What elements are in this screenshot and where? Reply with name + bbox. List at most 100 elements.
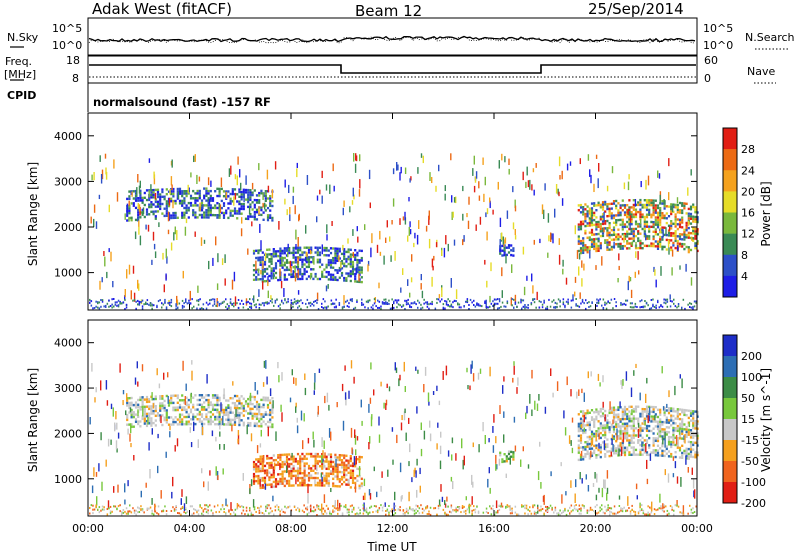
ground-scatter-cell [636, 306, 638, 308]
backscatter-cell [586, 212, 589, 215]
backscatter-cell [252, 468, 256, 471]
backscatter-cell [696, 453, 699, 457]
noise-speckle [601, 487, 604, 498]
ground-scatter-cell [252, 513, 254, 516]
ground-scatter-cell [89, 298, 91, 301]
backscatter-cell [584, 445, 587, 449]
backscatter-cell [279, 252, 282, 255]
backscatter-cell [185, 211, 188, 214]
backscatter-cell [351, 270, 355, 273]
ground-scatter-cell [268, 512, 270, 515]
noise-speckle [355, 456, 357, 465]
noise-speckle [637, 251, 639, 260]
backscatter-cell [205, 209, 208, 212]
noise-speckle [190, 172, 192, 178]
backscatter-cell [656, 211, 660, 214]
noise-speckle [590, 174, 592, 184]
backscatter-cell [659, 240, 662, 243]
ground-scatter-cell [317, 308, 320, 310]
ground-scatter-cell [268, 302, 270, 305]
backscatter-cell [207, 211, 210, 214]
backscatter-cell [255, 249, 258, 252]
backscatter-cell [621, 425, 624, 428]
backscatter-cell [696, 432, 699, 435]
noise-speckle [595, 265, 597, 270]
backscatter-cell [185, 408, 188, 411]
backscatter-cell [579, 225, 583, 228]
noise-speckle [307, 437, 310, 444]
backscatter-cell [332, 460, 335, 464]
noise-speckle [151, 498, 153, 505]
backscatter-cell [205, 398, 208, 402]
backscatter-cell [354, 280, 357, 283]
backscatter-cell [321, 270, 324, 274]
ground-scatter-cell [117, 304, 120, 307]
backscatter-cell [683, 428, 686, 431]
backscatter-cell [626, 434, 629, 437]
backscatter-cell [238, 212, 241, 215]
ground-scatter-cell [297, 301, 299, 304]
ground-scatter-cell [181, 299, 184, 302]
noise-speckle [409, 443, 411, 453]
backscatter-cell [192, 406, 195, 409]
backscatter-cell [332, 256, 335, 260]
ground-scatter-cell [261, 512, 264, 514]
noise-sky-trace [88, 35, 696, 43]
backscatter-cell [650, 244, 653, 248]
backscatter-cell [623, 225, 627, 229]
backscatter-cell [696, 434, 699, 438]
noise-speckle [176, 299, 179, 306]
ground-scatter-cell [103, 305, 105, 308]
backscatter-cell [579, 446, 583, 449]
backscatter-cell [630, 417, 633, 420]
backscatter-cell [696, 230, 699, 233]
backscatter-cell [630, 220, 633, 223]
backscatter-cell [347, 466, 350, 470]
backscatter-cell [318, 277, 322, 281]
noise-speckle [242, 473, 244, 481]
ground-scatter-cell [437, 298, 440, 301]
backscatter-cell [238, 397, 241, 400]
ground-scatter-cell [313, 300, 315, 303]
backscatter-cell [623, 417, 627, 421]
ground-scatter-cell [249, 302, 251, 305]
backscatter-cell [623, 237, 627, 241]
backscatter-cell [181, 418, 184, 421]
backscatter-cell [661, 216, 664, 220]
backscatter-cell [505, 253, 508, 257]
noise-speckle [442, 371, 444, 380]
backscatter-cell [645, 424, 649, 428]
backscatter-cell [593, 451, 596, 455]
noise-speckle [333, 185, 335, 192]
noise-speckle [578, 266, 580, 276]
backscatter-cell [141, 398, 144, 401]
noise-speckle [427, 392, 430, 402]
backscatter-cell [174, 211, 177, 215]
backscatter-cell [189, 194, 193, 198]
backscatter-cell [354, 460, 357, 463]
backscatter-cell [659, 454, 662, 457]
backscatter-cell [299, 258, 302, 261]
backscatter-cell [233, 416, 237, 419]
ground-scatter-cell [553, 306, 555, 309]
backscatter-cell [176, 197, 179, 200]
backscatter-cell [260, 415, 263, 418]
backscatter-cell [292, 254, 295, 257]
ground-scatter-cell [295, 302, 297, 305]
backscatter-cell [283, 463, 286, 466]
noise-speckle [690, 277, 693, 286]
ground-scatter-cell [121, 512, 123, 515]
backscatter-cell [590, 231, 594, 234]
backscatter-cell [316, 452, 319, 456]
backscatter-cell [231, 192, 234, 196]
date-title: 25/Sep/2014 [588, 0, 684, 18]
ground-scatter-cell [453, 299, 456, 302]
backscatter-cell [321, 462, 324, 465]
backscatter-cell [253, 412, 256, 416]
backscatter-cell [159, 414, 162, 417]
backscatter-cell [659, 430, 662, 433]
backscatter-cell [307, 258, 311, 261]
backscatter-cell [584, 414, 587, 417]
backscatter-cell [299, 246, 302, 249]
backscatter-cell [209, 401, 212, 404]
